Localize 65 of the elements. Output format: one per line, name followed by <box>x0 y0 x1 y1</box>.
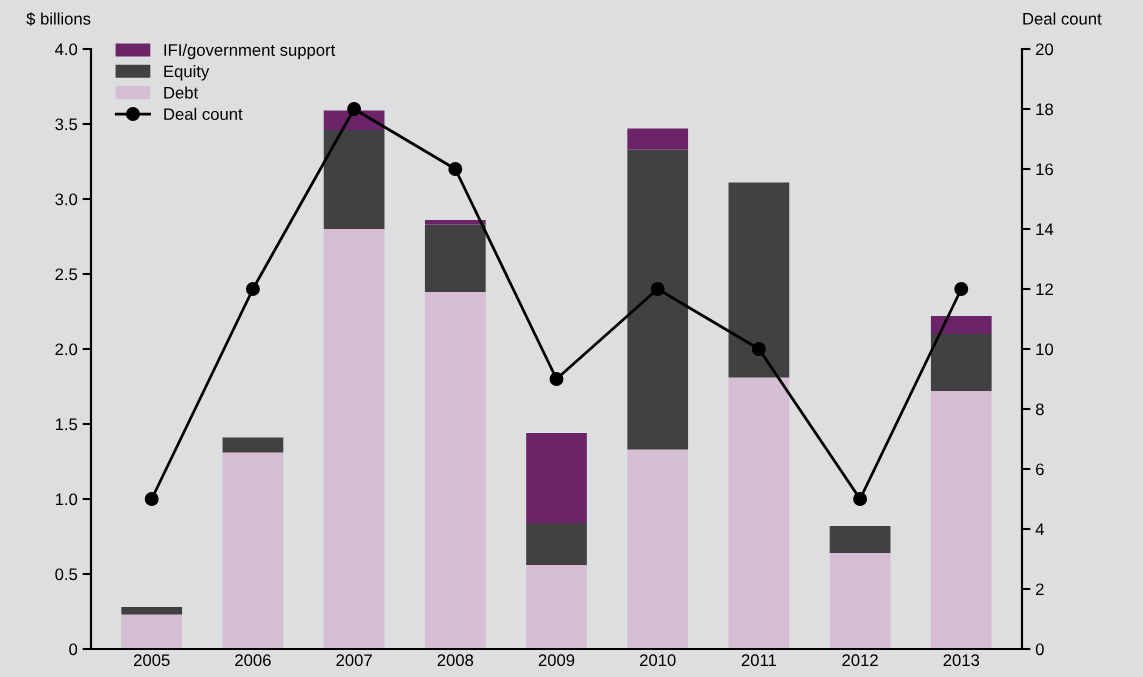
bar <box>121 607 183 615</box>
y-tick-label: 3.5 <box>55 118 78 131</box>
x-tick-label: 2013 <box>943 654 980 667</box>
legend-label: Equity <box>164 65 210 81</box>
bar <box>424 292 486 649</box>
legend-label: Debt <box>164 86 199 99</box>
x-tick-label: 2008 <box>437 654 474 667</box>
y2-tick-label: 14 <box>1036 223 1054 236</box>
point <box>751 342 766 356</box>
y2-tick-label: 12 <box>1036 283 1053 296</box>
bar <box>728 377 790 649</box>
bar <box>323 130 385 229</box>
y-tick-label: 1.5 <box>55 418 78 431</box>
y2-tick-label: 20 <box>1036 43 1054 56</box>
bar <box>526 433 587 523</box>
y-tick-label: 2.0 <box>55 343 78 356</box>
y-tick-label: 0.5 <box>55 568 78 581</box>
x-tick-label: 2006 <box>235 654 271 667</box>
bar <box>930 391 992 649</box>
y-tick-label: 2.5 <box>55 268 78 281</box>
point <box>448 162 463 176</box>
point <box>650 282 665 296</box>
bar <box>930 316 992 334</box>
y2-axis-title: Deal count <box>1023 12 1102 25</box>
x-tick-label: 2009 <box>538 654 575 667</box>
bar <box>323 229 385 649</box>
y-tick-label: 0 <box>69 643 78 656</box>
y2-tick-label: 0 <box>1035 643 1044 656</box>
bar <box>930 334 992 391</box>
y2-tick-label: 4 <box>1035 523 1044 536</box>
bar <box>627 149 689 450</box>
legend-label: Deal count <box>164 107 243 121</box>
y2-tick-label: 18 <box>1036 103 1054 116</box>
bar <box>829 526 891 553</box>
x-tick-label: 2011 <box>741 654 776 667</box>
point <box>853 492 868 506</box>
bar <box>526 565 587 649</box>
point <box>245 282 260 296</box>
bar <box>526 523 587 565</box>
y2-tick-label: 8 <box>1035 403 1044 416</box>
x-tick-label: 2010 <box>640 654 676 667</box>
y2-tick-label: 2 <box>1036 583 1044 596</box>
point <box>144 492 159 506</box>
y-axis-title: $ billions <box>26 12 91 26</box>
bar <box>121 614 183 649</box>
y-tick-label: 3.0 <box>55 193 78 206</box>
bar <box>829 553 891 649</box>
point <box>347 102 362 116</box>
bar <box>627 128 689 150</box>
bar <box>424 224 486 292</box>
point <box>954 282 969 296</box>
bar <box>222 437 284 453</box>
bar <box>627 449 689 649</box>
y2-tick-label: 10 <box>1036 343 1054 356</box>
x-tick-label: 2005 <box>134 654 170 667</box>
x-tick-label: 2007 <box>336 654 372 667</box>
bar <box>222 452 284 649</box>
x-tick-label: 2012 <box>842 654 878 667</box>
bar <box>728 182 790 378</box>
legend-label: IFI/government support <box>164 43 336 60</box>
point <box>549 372 564 386</box>
y-tick-label: 1.0 <box>55 493 78 506</box>
y2-tick-label: 16 <box>1036 163 1053 176</box>
y-tick-label: 4.0 <box>55 43 78 56</box>
y2-tick-label: 6 <box>1036 463 1044 476</box>
